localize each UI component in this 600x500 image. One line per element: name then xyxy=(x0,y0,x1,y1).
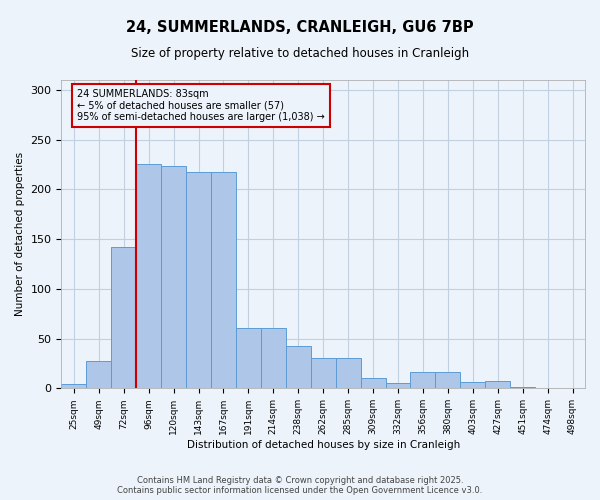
Bar xyxy=(286,346,311,389)
Bar xyxy=(161,166,186,388)
Bar xyxy=(361,378,386,388)
Bar xyxy=(186,172,211,388)
X-axis label: Distribution of detached houses by size in Cranleigh: Distribution of detached houses by size … xyxy=(187,440,460,450)
Bar xyxy=(136,164,161,388)
Bar xyxy=(335,358,361,388)
Bar xyxy=(386,384,410,388)
Bar xyxy=(436,372,460,388)
Text: Size of property relative to detached houses in Cranleigh: Size of property relative to detached ho… xyxy=(131,48,469,60)
Bar xyxy=(86,362,111,388)
Bar xyxy=(211,172,236,388)
Bar xyxy=(111,247,136,388)
Text: 24 SUMMERLANDS: 83sqm
← 5% of detached houses are smaller (57)
95% of semi-detac: 24 SUMMERLANDS: 83sqm ← 5% of detached h… xyxy=(77,90,325,122)
Bar xyxy=(61,384,86,388)
Bar xyxy=(311,358,335,388)
Bar xyxy=(261,328,286,388)
Text: Contains HM Land Registry data © Crown copyright and database right 2025.
Contai: Contains HM Land Registry data © Crown c… xyxy=(118,476,482,495)
Bar xyxy=(236,328,261,388)
Y-axis label: Number of detached properties: Number of detached properties xyxy=(15,152,25,316)
Bar xyxy=(460,382,485,388)
Bar xyxy=(410,372,436,388)
Bar xyxy=(485,382,510,388)
Text: 24, SUMMERLANDS, CRANLEIGH, GU6 7BP: 24, SUMMERLANDS, CRANLEIGH, GU6 7BP xyxy=(126,20,474,35)
